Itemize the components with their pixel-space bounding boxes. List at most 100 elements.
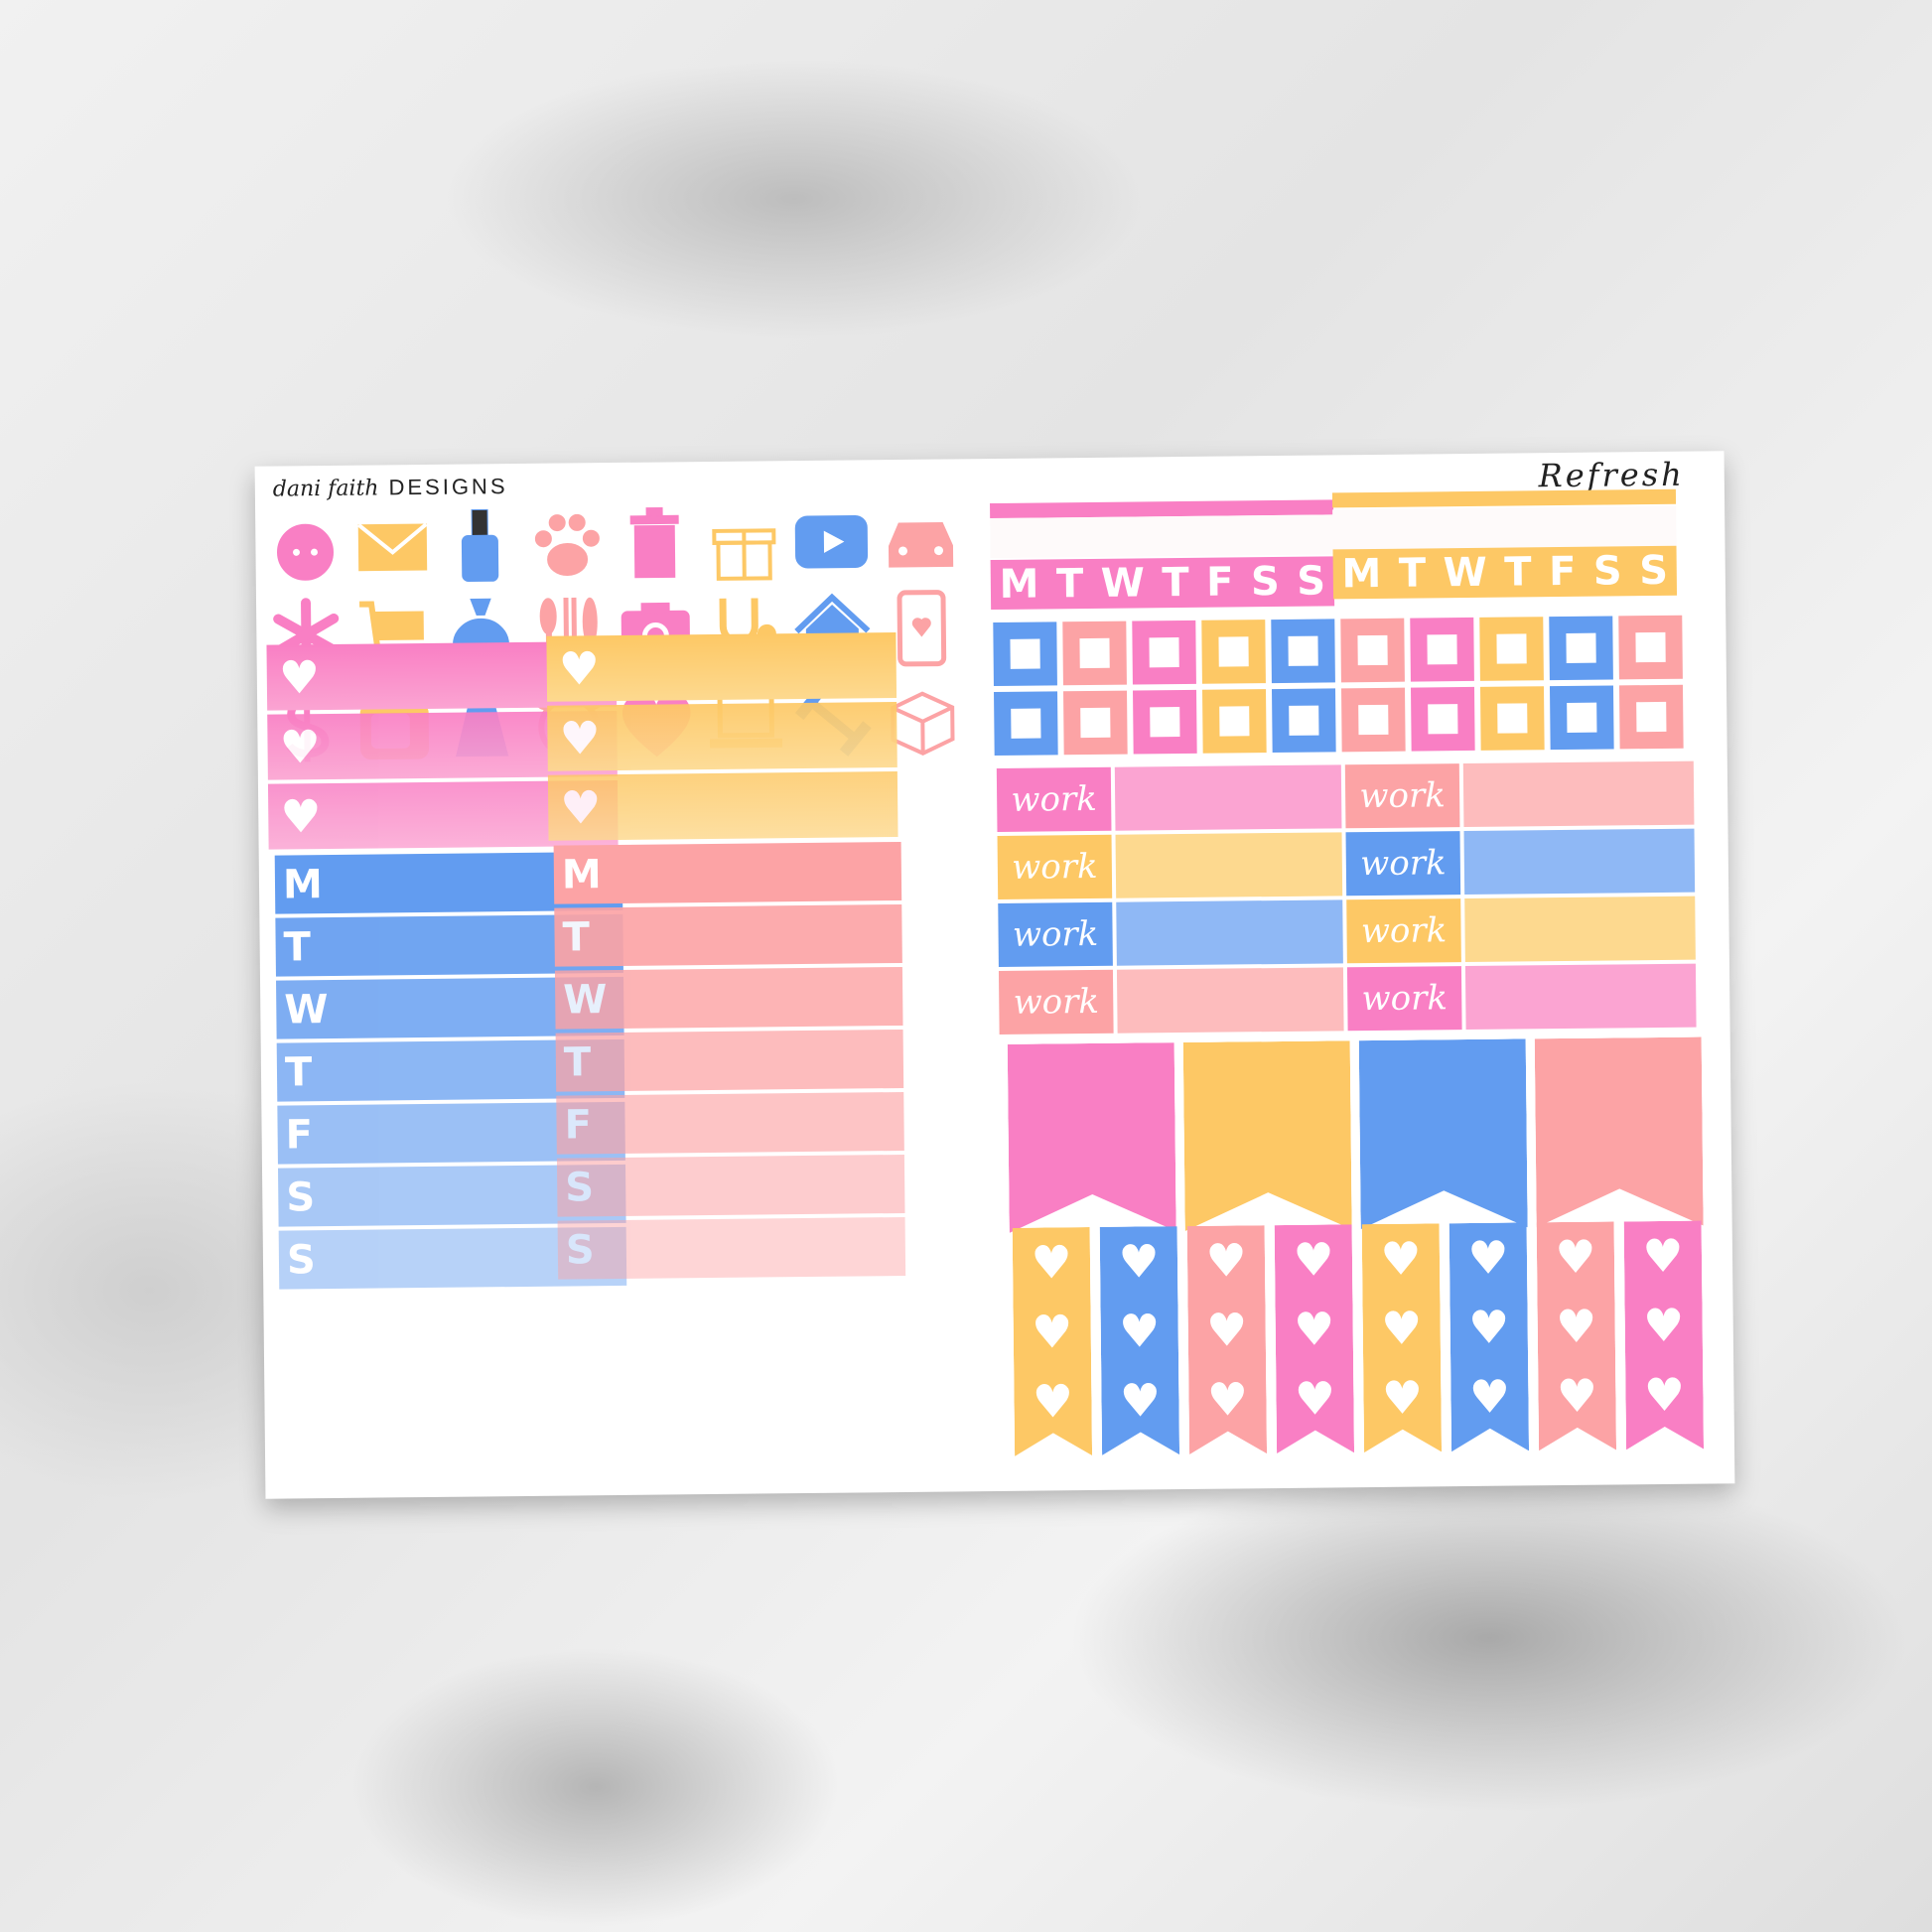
car-icon	[881, 500, 961, 581]
weekday-letter: S	[1638, 547, 1669, 595]
day-label: T	[562, 913, 591, 961]
checkbox[interactable]	[1272, 688, 1336, 754]
day-label: T	[563, 1038, 592, 1086]
banner-flag	[1535, 1037, 1704, 1228]
checkbox[interactable]	[1271, 619, 1335, 684]
work-bar	[1464, 963, 1697, 1031]
day-label: F	[285, 1111, 314, 1158]
heart-icon: ♥	[1118, 1234, 1160, 1289]
day-list-row: T	[554, 903, 902, 967]
checkbox[interactable]	[1549, 616, 1613, 681]
heart-icon: ♥	[1380, 1231, 1422, 1286]
weekday-letter: S	[1297, 558, 1326, 605]
checkbox[interactable]	[1479, 686, 1545, 751]
day-label: M	[282, 861, 324, 908]
day-list-row: S	[557, 1216, 906, 1280]
face-mask-icon	[265, 507, 345, 588]
checkbox[interactable]	[994, 691, 1058, 756]
day-label: S	[286, 1236, 317, 1283]
checkbox[interactable]	[993, 621, 1057, 686]
heart-flag: ♥ ♥ ♥	[1449, 1222, 1529, 1451]
banner-flag	[1008, 1042, 1176, 1233]
play-video-icon	[791, 501, 872, 582]
checkbox[interactable]	[1410, 686, 1475, 752]
heart-icon: ♥	[1119, 1373, 1162, 1428]
weekday-letter: S	[1250, 558, 1281, 606]
heart-icon: ♥	[1467, 1230, 1509, 1286]
work-bar	[1116, 899, 1343, 966]
work-label: work	[1344, 763, 1460, 829]
gift-icon	[704, 502, 784, 583]
nail-polish-icon	[440, 505, 520, 586]
trash-icon	[615, 503, 695, 584]
heart-icon: ♥	[1467, 1300, 1510, 1355]
day-label: S	[286, 1173, 316, 1220]
checkbox[interactable]	[1202, 689, 1267, 754]
checkbox[interactable]	[1410, 617, 1474, 682]
day-label: M	[561, 851, 602, 898]
heart-icon: ♥	[559, 711, 602, 765]
work-label: work	[997, 834, 1113, 899]
weekday-letter: W	[1443, 549, 1488, 597]
heart-icon: ♥	[1205, 1233, 1247, 1288]
heart-icon: ♥	[1205, 1303, 1248, 1357]
heart-flag: ♥ ♥ ♥	[1537, 1221, 1616, 1450]
work-bar	[1116, 967, 1344, 1034]
checkbox[interactable]	[1201, 620, 1266, 684]
heart-icon: ♥	[1642, 1228, 1684, 1284]
checkbox[interactable]	[1063, 690, 1128, 756]
heart-icon: ♥	[1643, 1367, 1686, 1423]
heart-icon: ♥	[280, 789, 322, 844]
day-list-row: T	[555, 1029, 904, 1092]
weekday-letter: T	[1162, 559, 1189, 607]
work-bar	[1462, 760, 1695, 828]
weekday-letter: S	[1592, 548, 1622, 595]
day-list-row: W	[554, 966, 903, 1030]
heart-icon: ♥	[1381, 1370, 1424, 1425]
checkbox[interactable]	[1340, 618, 1405, 683]
heart-flag: ♥ ♥ ♥	[1275, 1224, 1354, 1453]
weekday-letter: F	[1548, 548, 1577, 596]
day-label: W	[284, 986, 329, 1033]
checkbox[interactable]	[1133, 689, 1197, 755]
heart-icon: ♥	[1031, 1305, 1073, 1359]
heart-icon: ♥	[1206, 1372, 1249, 1427]
weekday-letter: M	[999, 561, 1039, 608]
heart-flag: ♥ ♥ ♥	[1362, 1223, 1442, 1452]
weekly-header-space	[990, 514, 1334, 559]
work-label: work	[1346, 966, 1462, 1032]
heart-icon: ♥	[558, 641, 601, 696]
heart-icon: ♥	[1380, 1301, 1423, 1355]
banner-flag	[1183, 1040, 1352, 1231]
heart-icon: ♥	[1642, 1298, 1685, 1353]
checkbox[interactable]	[1132, 620, 1196, 685]
weekly-header-space	[1332, 505, 1677, 550]
checkbox[interactable]	[1618, 684, 1684, 750]
checkbox[interactable]	[1549, 685, 1614, 751]
day-label: T	[283, 923, 312, 970]
day-list-row: M	[553, 841, 902, 904]
heart-icon: ♥	[1468, 1369, 1511, 1425]
weekday-letter: M	[1341, 550, 1382, 598]
heart-icon: ♥	[1293, 1232, 1334, 1287]
checkbox[interactable]	[1618, 615, 1683, 680]
work-bar	[1115, 832, 1343, 898]
checkbox[interactable]	[1479, 617, 1544, 681]
brand-logo: dani faith DESIGNS	[273, 474, 508, 501]
weekly-header-bar	[1331, 488, 1677, 508]
heart-flag: ♥ ♥ ♥	[1187, 1225, 1267, 1454]
banner-flag	[1359, 1038, 1528, 1229]
heart-icon: ♥	[278, 650, 321, 705]
work-label: work	[998, 969, 1114, 1035]
checkbox[interactable]	[1062, 621, 1127, 686]
brand-word: DESIGNS	[388, 474, 508, 500]
heart-checklist-row: ♥	[547, 771, 898, 841]
heart-checklist-row: ♥	[547, 702, 897, 771]
heart-icon: ♥	[279, 720, 322, 774]
weekday-letter: T	[1055, 561, 1084, 608]
heart-flag: ♥ ♥ ♥	[1013, 1227, 1092, 1456]
heart-icon: ♥	[1118, 1304, 1161, 1358]
checkbox[interactable]	[1340, 687, 1406, 753]
work-bar	[1463, 828, 1696, 896]
